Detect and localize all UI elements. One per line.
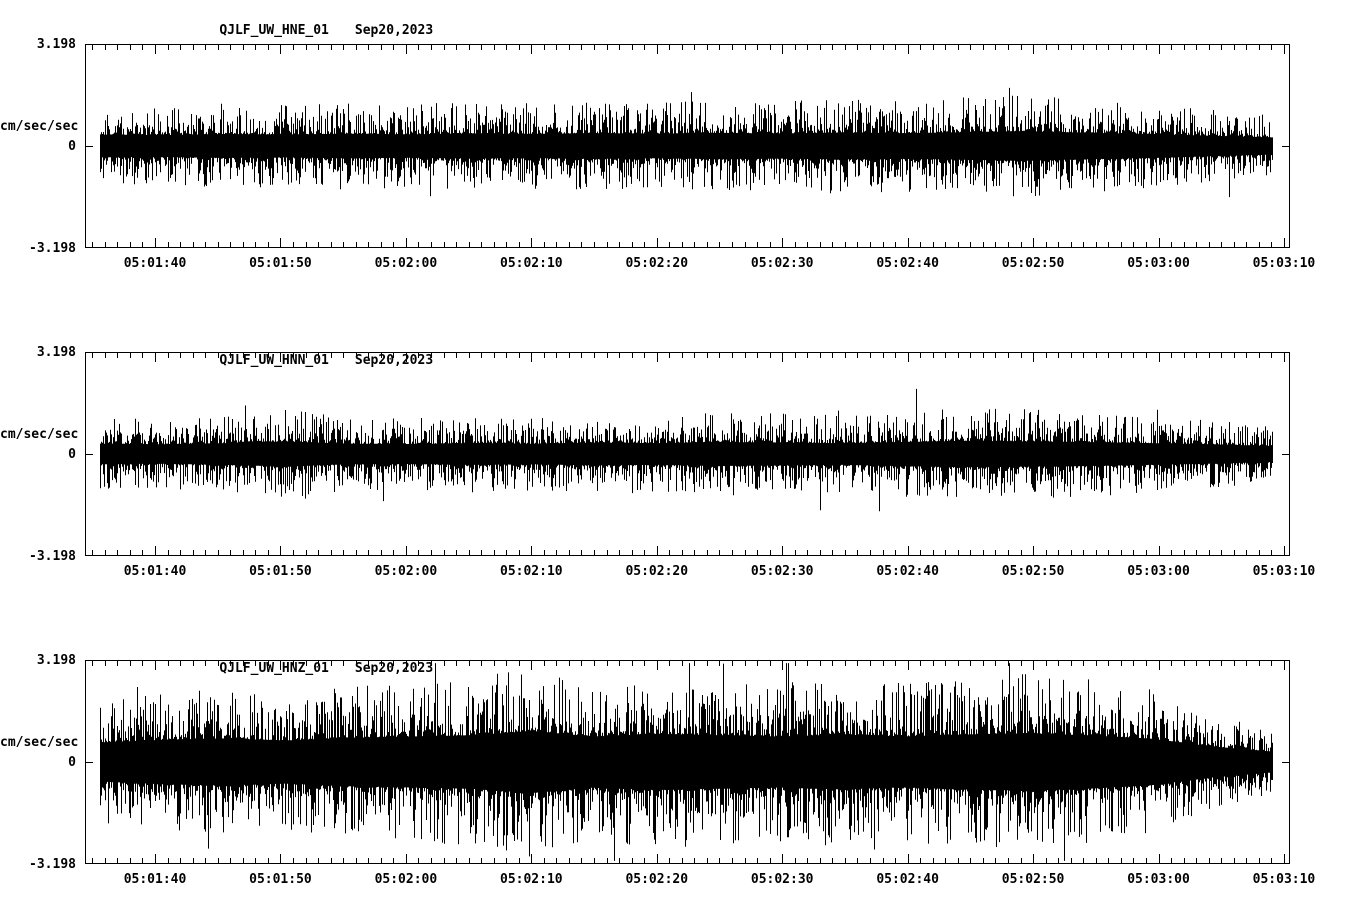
y-min-label: -3.198 bbox=[29, 241, 76, 256]
y-unit-label: cm/sec/sec bbox=[0, 735, 79, 750]
y-zero-label: 0 bbox=[68, 139, 76, 154]
x-tick-label: 05:03:00 bbox=[1127, 256, 1190, 271]
station-channel-label: QJLF_UW_HNZ_01 bbox=[219, 661, 329, 676]
x-tick-label: 05:03:00 bbox=[1127, 564, 1190, 579]
x-tick-label: 05:01:40 bbox=[123, 564, 187, 579]
panel-title-hnn: QJLF_UW_HNN_01 Sep20,2023 bbox=[188, 338, 433, 383]
y-unit-label: cm/sec/sec bbox=[0, 427, 79, 442]
x-axis-labels-hnn: 05:01:40 05:01:50 05:02:00 05:02:10 05:02:20… bbox=[0, 564, 1358, 580]
plot-border bbox=[85, 44, 1290, 248]
y-unit-label: cm/sec/sec bbox=[0, 119, 79, 134]
y-max-label: 3.198 bbox=[36, 345, 76, 360]
waveform-plot-hnn bbox=[85, 352, 1290, 556]
x-tick-label: 05:03:10 bbox=[1252, 256, 1316, 271]
y-min-label: -3.198 bbox=[29, 857, 76, 872]
x-tick-label: 05:02:40 bbox=[876, 564, 939, 579]
y-zero-label: 0 bbox=[68, 447, 76, 462]
date-label: Sep20,2023 bbox=[354, 23, 434, 38]
y-min-label: -3.198 bbox=[29, 549, 76, 564]
axis-ticks bbox=[86, 661, 1289, 863]
panel-title-hnz: QJLF_UW_HNZ_01 Sep20,2023 bbox=[188, 646, 433, 691]
waveform-trace bbox=[100, 663, 1273, 861]
x-tick-label: 05:01:40 bbox=[123, 256, 187, 271]
x-tick-label: 05:02:40 bbox=[876, 872, 939, 887]
waveform-trace bbox=[100, 388, 1273, 512]
x-tick-label: 05:02:20 bbox=[625, 256, 689, 271]
date-label: Sep20,2023 bbox=[354, 353, 434, 368]
x-tick-label: 05:02:40 bbox=[876, 256, 939, 271]
plot-border bbox=[85, 660, 1290, 864]
x-tick-label: 05:02:10 bbox=[500, 872, 563, 887]
x-tick-label: 05:03:00 bbox=[1127, 872, 1190, 887]
x-axis-labels-hne: 05:01:40 05:01:50 05:02:00 05:02:10 05:02:20… bbox=[0, 256, 1358, 272]
x-tick-label: 05:02:00 bbox=[374, 564, 438, 579]
axis-ticks bbox=[86, 45, 1289, 247]
x-tick-label: 05:02:00 bbox=[374, 256, 438, 271]
y-zero-label: 0 bbox=[68, 755, 76, 770]
waveform-plot-hne bbox=[85, 44, 1290, 248]
x-tick-label: 05:02:10 bbox=[500, 256, 563, 271]
station-channel-label: QJLF_UW_HNE_01 bbox=[219, 23, 329, 38]
axis-ticks bbox=[86, 353, 1289, 555]
x-tick-label: 05:01:50 bbox=[249, 872, 312, 887]
plot-border bbox=[85, 352, 1290, 556]
x-tick-label: 05:02:10 bbox=[500, 564, 563, 579]
x-tick-label: 05:02:30 bbox=[750, 256, 814, 271]
x-tick-label: 05:02:20 bbox=[625, 872, 689, 887]
station-channel-label: QJLF_UW_HNN_01 bbox=[219, 353, 329, 368]
date-label: Sep20,2023 bbox=[354, 661, 434, 676]
x-tick-label: 05:02:30 bbox=[750, 872, 814, 887]
panel-title-hne: QJLF_UW_HNE_01 Sep20,2023 bbox=[188, 8, 433, 53]
x-tick-label: 05:01:50 bbox=[249, 256, 312, 271]
x-tick-label: 05:02:50 bbox=[1001, 564, 1065, 579]
y-max-label: 3.198 bbox=[36, 37, 76, 52]
x-tick-label: 05:01:40 bbox=[123, 872, 187, 887]
waveform-plot-hnz bbox=[85, 660, 1290, 864]
x-tick-label: 05:02:50 bbox=[1001, 256, 1065, 271]
waveform-trace bbox=[100, 87, 1273, 198]
x-tick-label: 05:03:10 bbox=[1252, 872, 1316, 887]
x-axis-labels-hnz: 05:01:40 05:01:50 05:02:00 05:02:10 05:02:20… bbox=[0, 872, 1358, 888]
x-tick-label: 05:01:50 bbox=[249, 564, 312, 579]
x-tick-label: 05:02:30 bbox=[750, 564, 814, 579]
x-tick-label: 05:02:20 bbox=[625, 564, 689, 579]
x-tick-label: 05:02:50 bbox=[1001, 872, 1065, 887]
y-max-label: 3.198 bbox=[36, 653, 76, 668]
x-tick-label: 05:02:00 bbox=[374, 872, 438, 887]
x-tick-label: 05:03:10 bbox=[1252, 564, 1316, 579]
